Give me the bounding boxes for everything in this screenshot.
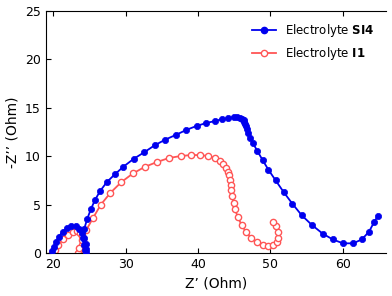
X-axis label: Z’ (Ohm): Z’ (Ohm)	[185, 276, 247, 290]
Legend: Electrolyte $\mathbf{SI4}$, Electrolyte $\mathbf{I1}$: Electrolyte $\mathbf{SI4}$, Electrolyte …	[246, 17, 381, 68]
Y-axis label: -Z’’ (Ohm): -Z’’ (Ohm)	[5, 96, 20, 168]
